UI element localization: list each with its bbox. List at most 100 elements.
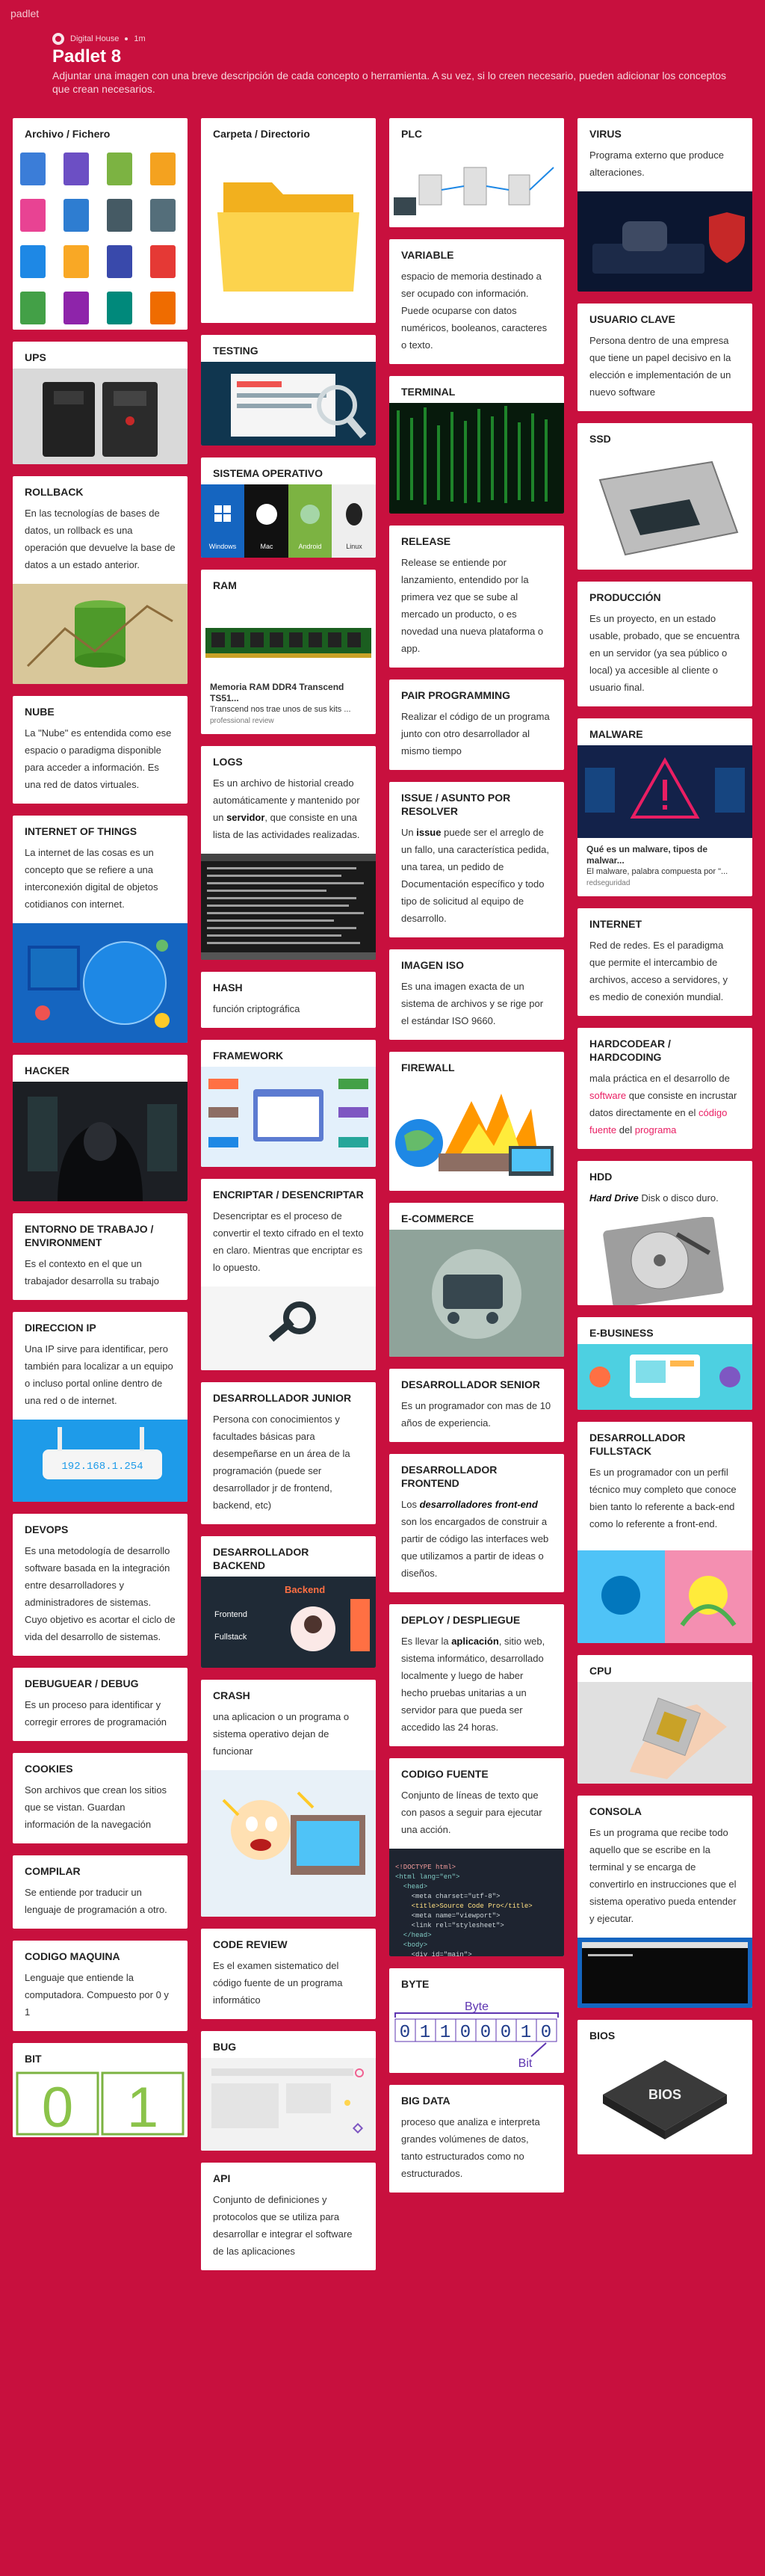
post-card[interactable]: FRAMEWORK [201,1040,376,1167]
post-card[interactable]: TERMINAL [389,376,564,514]
post-body: Release se entiende por lanzamiento, ent… [401,557,544,654]
post-card[interactable]: HARDCODEAR / HARDCODING mala práctica en… [577,1028,752,1149]
malware-image [577,745,752,838]
backend-label: Backend [285,1584,325,1595]
post-card[interactable]: HDD Hard Drive Disk o disco duro. [577,1161,752,1305]
post-title: E-COMMERCE [401,1212,474,1224]
post-title: Archivo / Fichero [25,128,111,140]
post-card[interactable]: PAIR PROGRAMMING Realizar el código de u… [389,680,564,770]
post-card[interactable]: DEVOPS Es una metodología de desarrollo … [13,1514,188,1656]
link-preview[interactable]: Memoria RAM DDR4 Transcend TS51... Trans… [201,676,376,734]
post-card[interactable]: DESARROLLADOR FRONTEND Los desarrollador… [389,1454,564,1592]
avatar[interactable] [52,33,64,45]
post-card[interactable]: CRASH una aplicacion o un programa o sis… [201,1680,376,1917]
post-title: ENCRIPTAR / DESENCRIPTAR [213,1189,364,1201]
post-card[interactable]: FIREWALL [389,1052,564,1191]
post-card[interactable]: DEBUGUEAR / DEBUG Es un proceso para ide… [13,1668,188,1741]
post-card[interactable]: COOKIES Son archivos que crean los sitio… [13,1753,188,1843]
post-body: mala práctica en el desarrollo de softwa… [577,1068,752,1149]
post-card[interactable]: PRODUCCIÓN Es un proyecto, en un estado … [577,582,752,706]
post-card[interactable]: MALWARE Qué es un malware, tipos de malw… [577,718,752,896]
code-line: <body> [395,1941,428,1949]
post-card[interactable]: CODE REVIEW Es el examen sistematico del… [201,1929,376,2019]
link-source: redseguridad [586,879,631,887]
post-card[interactable]: CPU [577,1655,752,1784]
post-card[interactable]: API Conjunto de definiciones y protocolo… [201,2163,376,2270]
post-title: USUARIO CLAVE [589,313,675,325]
post-card[interactable]: TESTING [201,335,376,446]
bit-digit: 1 [440,2023,450,2043]
post-card[interactable]: USUARIO CLAVE Persona dentro de una empr… [577,303,752,411]
post-title: SISTEMA OPERATIVO [213,467,323,479]
body-text: puede ser el arreglo de un fallo, una ca… [401,827,550,924]
post-card[interactable]: INTERNET Red de redes. Es el paradigma q… [577,908,752,1016]
board-age: 1m [134,34,146,43]
post-card[interactable]: LOGS Es un archivo de historial creado a… [201,746,376,960]
post-card[interactable]: NUBE La "Nube" es entendida como ese esp… [13,696,188,804]
post-title: BIG DATA [401,2095,450,2107]
body-link[interactable]: software [589,1090,627,1101]
post-title: RELEASE [401,535,451,547]
post-card[interactable]: SISTEMA OPERATIVO Windows Mac Android Li… [201,457,376,558]
post-body: Es un programador con un perfil técnico … [589,1467,737,1529]
post-card[interactable]: COMPILAR Se entiende por traducir un len… [13,1855,188,1929]
post-card[interactable]: ROLLBACK En las tecnologías de bases de … [13,476,188,684]
post-card[interactable]: UPS [13,342,188,464]
post-card[interactable]: DESARROLLADOR FULLSTACK Es un programado… [577,1422,752,1643]
post-card[interactable]: CONSOLA Es un programa que recibe todo a… [577,1796,752,2008]
ip-address-text: 192.168.1.254 [61,1461,143,1473]
post-title: HACKER [25,1064,69,1076]
post-card[interactable]: DESARROLLADOR SENIOR Es un programador c… [389,1369,564,1442]
post-card[interactable]: ISSUE / ASUNTO POR RESOLVER Un issue pue… [389,782,564,937]
post-card[interactable]: INTERNET OF THINGS La internet de las co… [13,816,188,1043]
body-text: que consiste en incrustar datos directam… [589,1090,737,1118]
post-card[interactable]: RELEASE Release se entiende por lanzamie… [389,526,564,668]
post-title: DEPLOY / DESPLIEGUE [401,1614,521,1626]
post-title: HDD [589,1171,613,1183]
post-card[interactable]: E-COMMERCE [389,1203,564,1357]
plc-image [389,145,564,227]
post-title: COMPILAR [25,1865,81,1877]
ebusiness-image [577,1344,752,1410]
post-card[interactable]: Archivo / Fichero [13,118,188,330]
post-card[interactable]: CODIGO MAQUINA Lenguaje que entiende la … [13,1941,188,2031]
author-name[interactable]: Digital House [70,34,120,43]
post-body: Persona dentro de una empresa que tiene … [589,335,731,398]
post-card[interactable]: BIT 0 1 [13,2043,188,2137]
post-title: DEVOPS [25,1523,69,1535]
post-card[interactable]: IMAGEN ISO Es una imagen exacta de un si… [389,949,564,1040]
post-card[interactable]: ENTORNO DE TRABAJO / ENVIRONMENT Es el c… [13,1213,188,1300]
post-card[interactable]: SSD [577,423,752,570]
post-title: INTERNET OF THINGS [25,825,137,837]
post-card[interactable]: DESARROLLADOR BACKEND Backend Frontend F… [201,1536,376,1668]
post-card[interactable]: DIRECCION IP Una IP sirve para identific… [13,1312,188,1502]
post-card[interactable]: PLC [389,118,564,227]
link-preview[interactable]: Qué es un malware, tipos de malwar... El… [577,838,752,896]
post-card[interactable]: HACKER [13,1055,188,1201]
virus-image [577,191,752,292]
post-card[interactable]: E-BUSINESS [577,1317,752,1410]
post-card[interactable]: ENCRIPTAR / DESENCRIPTAR Desencriptar es… [201,1179,376,1370]
post-card[interactable]: DEPLOY / DESPLIEGUE Es llevar la aplicac… [389,1604,564,1746]
post-title: DESARROLLADOR SENIOR [401,1378,540,1390]
post-card[interactable]: BIOS BIOS [577,2020,752,2154]
post-card[interactable]: VARIABLE espacio de memoria destinado a … [389,239,564,364]
post-title: MALWARE [589,728,643,740]
post-title: FIREWALL [401,1061,455,1073]
body-link[interactable]: código fuente [589,1107,728,1136]
post-card[interactable]: HASH función criptográfica [201,972,376,1028]
app-logo[interactable]: padlet [10,7,40,19]
post-body: Los desarrolladores front-end son los en… [389,1494,564,1592]
post-card[interactable]: BYTE Byte 0 1 1 0 0 0 1 0 Bit [389,1968,564,2073]
file-icons-image [13,145,188,330]
post-card[interactable]: Carpeta / Directorio [201,118,376,323]
post-card[interactable]: BUG [201,2031,376,2151]
post-card[interactable]: VIRUS Programa externo que produce alter… [577,118,752,292]
post-card[interactable]: BIG DATA proceso que analiza e interpret… [389,2085,564,2193]
body-link[interactable]: programa [634,1124,677,1136]
post-card[interactable]: RAM Memoria RAM DDR4 Transcend TS51... T… [201,570,376,734]
post-card[interactable]: CODIGO FUENTE Conjunto de líneas de text… [389,1758,564,1956]
bit-digit: 0 [541,2023,551,2043]
post-card[interactable]: DESARROLLADOR JUNIOR Persona con conocim… [201,1382,376,1524]
post-title: VARIABLE [401,249,454,261]
